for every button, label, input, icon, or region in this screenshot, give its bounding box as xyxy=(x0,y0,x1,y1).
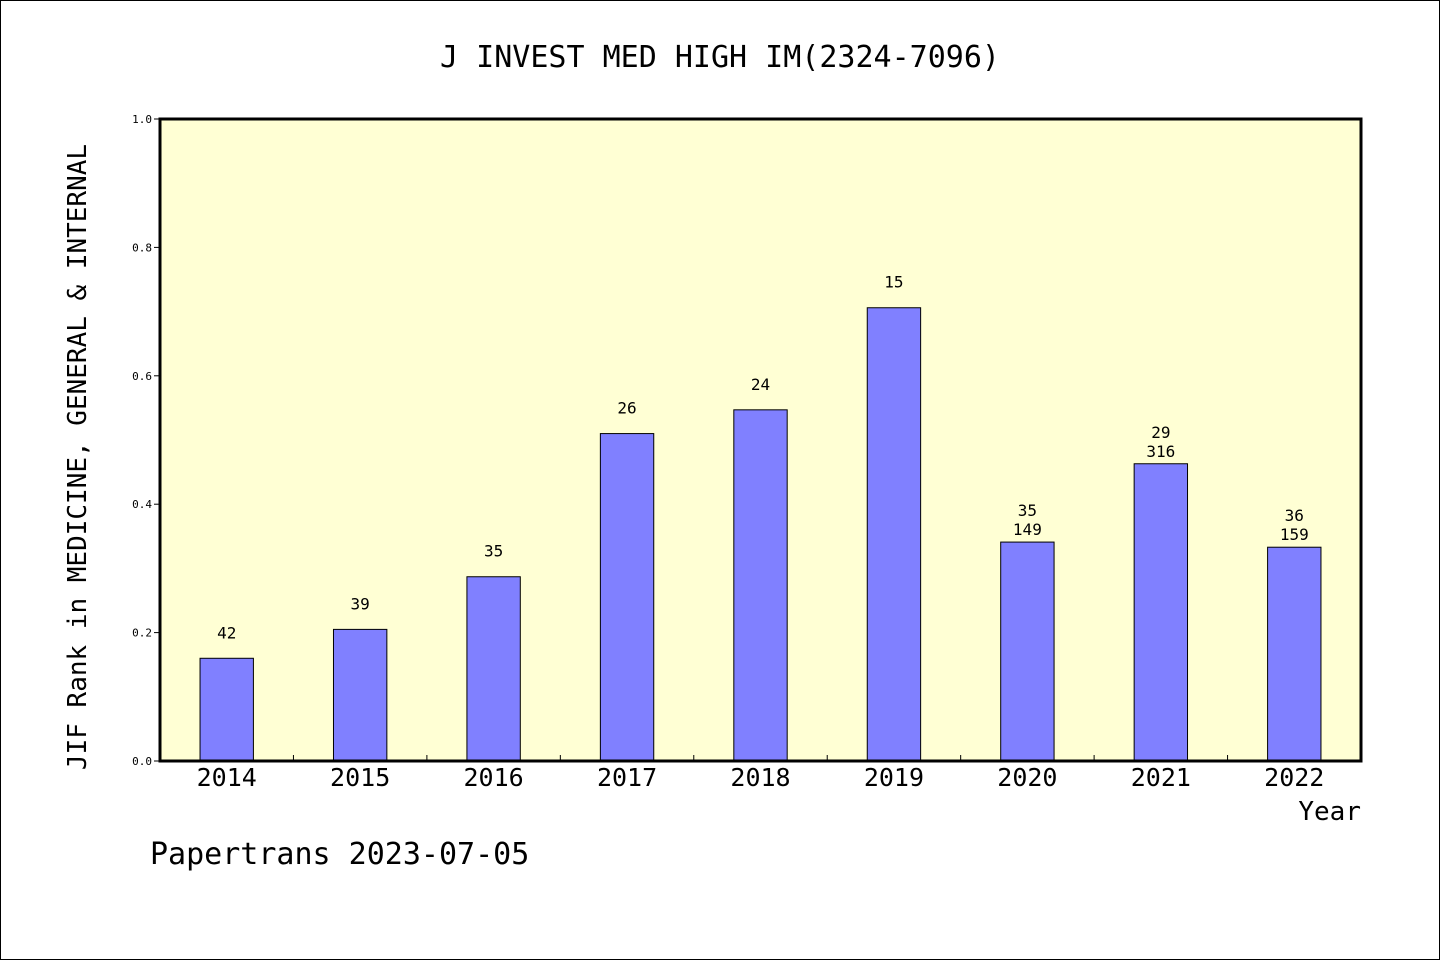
x-tick-label-2017: 2017 xyxy=(597,763,657,792)
bar-2022 xyxy=(1267,546,1322,762)
x-axis-label: Year xyxy=(1298,797,1361,827)
bar-2017 xyxy=(599,433,655,762)
y-tick-label-3: 0.6 xyxy=(132,370,152,383)
y-axis: 0.0 0.2 0.4 0.6 0.8 1.0 xyxy=(132,113,160,768)
bar-label-bottom-2018: 24 xyxy=(751,375,770,394)
bar-label-bottom-2020: 149 xyxy=(1013,520,1042,539)
x-tick-label-2021: 2021 xyxy=(1131,763,1191,792)
y-tick-label-5: 1.0 xyxy=(132,113,152,126)
x-tick-label-2019: 2019 xyxy=(864,763,924,792)
bar-label-bottom-2022: 159 xyxy=(1280,525,1309,544)
y-axis-label: JIF Rank in MEDICINE, GENERAL & INTERNAL xyxy=(63,144,93,770)
plot-border xyxy=(158,117,1363,763)
bar-label-top-2022: 36 xyxy=(1285,506,1304,525)
bar-label-bottom-2016: 35 xyxy=(484,542,503,561)
bar-2015 xyxy=(332,628,388,762)
x-axis: 2014 2015 2016 2017 2018 2019 2020 2021 2022 xyxy=(197,755,1324,792)
y-tick-label-1: 0.2 xyxy=(132,627,152,640)
bar-2018 xyxy=(733,409,788,762)
bar-2016 xyxy=(466,576,521,762)
bar-series xyxy=(199,307,1322,762)
x-tick-label-2022: 2022 xyxy=(1264,763,1324,792)
bar-label-bottom-2019: 15 xyxy=(884,273,903,292)
bar-2021 xyxy=(1133,463,1189,762)
y-tick-label-2: 0.4 xyxy=(132,498,152,511)
bar-label-top-2020: 35 xyxy=(1018,501,1037,520)
y-tick-label-0: 0.0 xyxy=(132,755,152,768)
bar-2014 xyxy=(199,657,254,762)
y-tick-label-4: 0.8 xyxy=(132,241,152,254)
bar-label-top-2021: 29 xyxy=(1151,423,1170,442)
x-tick-label-2018: 2018 xyxy=(730,763,790,792)
bar-label-bottom-2021: 316 xyxy=(1146,442,1175,461)
bar-2020 xyxy=(1000,541,1055,762)
x-tick-label-2014: 2014 xyxy=(197,763,257,792)
bar-label-bottom-2014: 42 xyxy=(217,623,236,642)
bar-2019 xyxy=(866,307,922,762)
x-tick-label-2016: 2016 xyxy=(464,763,524,792)
x-tick-label-2015: 2015 xyxy=(330,763,390,792)
x-tick-label-2020: 2020 xyxy=(997,763,1057,792)
bar-label-bottom-2017: 26 xyxy=(617,399,636,418)
bar-label-bottom-2015: 39 xyxy=(351,594,370,613)
chart-title: J INVEST MED HIGH IM(2324-7096) xyxy=(440,40,1000,75)
footer-credit: Papertrans 2023-07-05 xyxy=(150,837,529,872)
